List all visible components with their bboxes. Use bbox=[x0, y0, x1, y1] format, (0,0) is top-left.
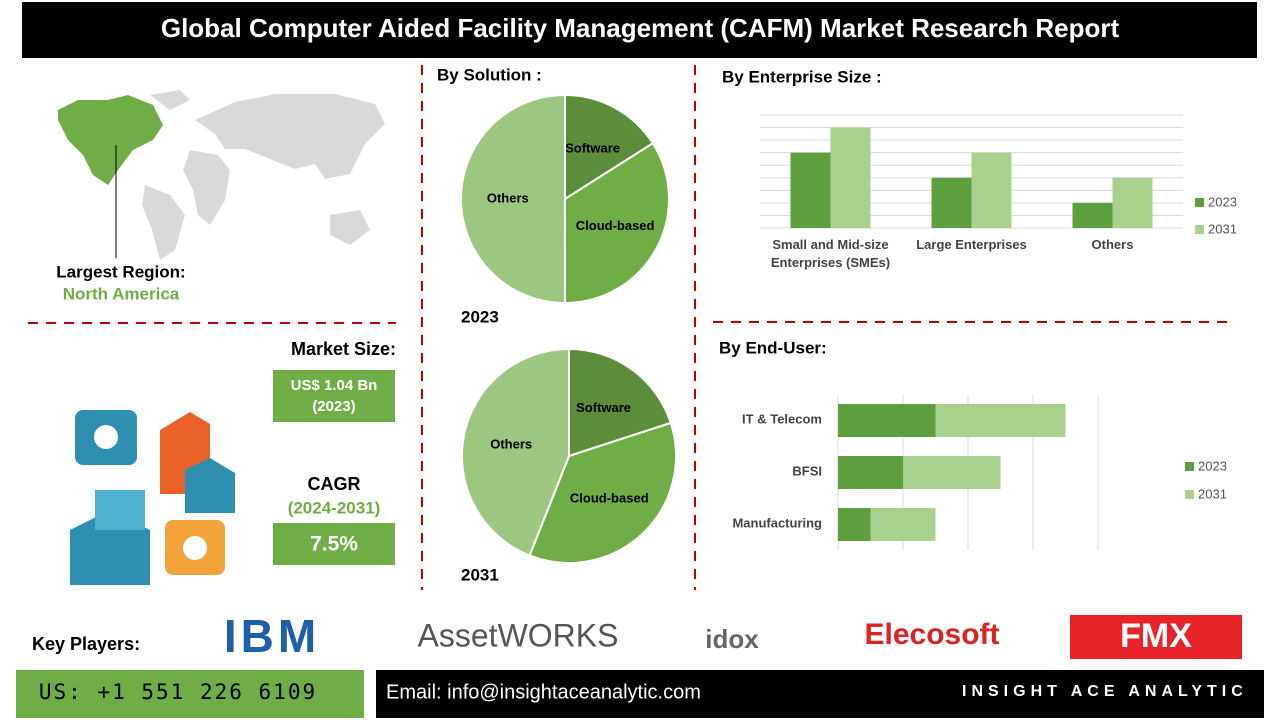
y-tick-label: IT & Telecom bbox=[742, 411, 822, 426]
bar bbox=[971, 152, 1012, 228]
cagr-value: 7.5% bbox=[310, 533, 358, 556]
brand: INSIGHT ACE ANALYTIC bbox=[962, 683, 1248, 700]
phone: US: +1 551 226 6109 bbox=[39, 680, 317, 704]
bar bbox=[1072, 202, 1113, 228]
player-logo: idox bbox=[705, 624, 759, 654]
footer-bar bbox=[376, 670, 1264, 718]
legend-label: 2031 bbox=[1208, 221, 1237, 236]
market-size-value: US$ 1.04 Bn bbox=[291, 377, 378, 394]
pie-slice bbox=[564, 93, 655, 201]
bar bbox=[1112, 177, 1153, 228]
chart-title: By Solution : bbox=[437, 65, 542, 84]
player-logo: FMX bbox=[1120, 617, 1192, 655]
bar bbox=[790, 152, 831, 228]
bar bbox=[870, 508, 936, 541]
market-size-label: Market Size: bbox=[291, 339, 396, 359]
pie-year: 2031 bbox=[461, 565, 499, 584]
x-tick-label-box: Others bbox=[1091, 237, 1134, 252]
bar bbox=[838, 456, 903, 489]
cagr-period: (2024-2031) bbox=[288, 498, 381, 517]
x-tick-label-box: Large Enterprises bbox=[916, 237, 1027, 252]
slice-label: Software bbox=[576, 400, 631, 415]
region-value: North America bbox=[63, 284, 180, 303]
player-logo: AssetWORKS bbox=[418, 617, 619, 653]
slice-label: Cloud-based bbox=[576, 218, 655, 233]
pie-slice bbox=[460, 93, 566, 305]
slice-label: Software bbox=[565, 140, 620, 155]
pie-slice bbox=[528, 421, 677, 564]
slice-label: Cloud-based bbox=[570, 490, 649, 505]
x-tick-label: Others bbox=[1091, 237, 1134, 252]
fmx-box bbox=[1070, 615, 1242, 659]
header-bar bbox=[22, 2, 1257, 58]
legend-label: 2031 bbox=[1198, 486, 1227, 501]
market-size-year: (2023) bbox=[312, 398, 355, 415]
pie-slice bbox=[461, 347, 570, 557]
slice-label: Others bbox=[487, 190, 529, 205]
slice-label: Others bbox=[490, 436, 532, 451]
x-tick-label: Small and Mid-size Enterprises (SMEs) bbox=[770, 237, 891, 270]
key-players-label: Key Players: bbox=[32, 634, 140, 654]
title: Global Computer Aided Facility Managemen… bbox=[161, 13, 1120, 43]
market-size-box bbox=[273, 370, 395, 422]
legend-swatch bbox=[1195, 198, 1204, 207]
y-tick-label: BFSI bbox=[792, 463, 822, 478]
bar bbox=[838, 508, 871, 541]
pie-year: 2023 bbox=[461, 307, 499, 326]
email: Email: info@insightaceanalytic.com bbox=[386, 681, 701, 703]
dividers bbox=[28, 65, 1228, 590]
legend-label: 2023 bbox=[1198, 458, 1227, 473]
bar bbox=[838, 404, 936, 437]
cagr-label: CAGR bbox=[308, 474, 361, 494]
legend-label: 2023 bbox=[1208, 194, 1237, 209]
legend-swatch bbox=[1185, 462, 1194, 471]
pie-slice bbox=[568, 347, 673, 458]
x-tick-label-box: Small and Mid-size Enterprises (SMEs) bbox=[770, 237, 891, 270]
phone-box bbox=[16, 670, 364, 718]
region-label: Largest Region: bbox=[56, 262, 185, 281]
bar bbox=[931, 177, 972, 228]
legend-swatch bbox=[1195, 225, 1204, 234]
pie-slice bbox=[564, 141, 670, 305]
world-map bbox=[142, 90, 385, 260]
x-tick-label: Large Enterprises bbox=[916, 237, 1027, 252]
y-tick-label: Manufacturing bbox=[732, 515, 822, 530]
chart-title: By Enterprise Size : bbox=[722, 67, 882, 86]
legend-swatch bbox=[1185, 490, 1194, 499]
facility-icons bbox=[70, 410, 235, 585]
bar bbox=[935, 404, 1066, 437]
chart-title: By End-User: bbox=[719, 338, 827, 357]
bar bbox=[903, 456, 1001, 489]
player-logo: IBM bbox=[224, 610, 320, 662]
bar bbox=[830, 127, 871, 228]
cagr-box bbox=[273, 523, 395, 565]
player-logo: Elecosoft bbox=[864, 618, 999, 651]
north-america bbox=[58, 95, 163, 185]
